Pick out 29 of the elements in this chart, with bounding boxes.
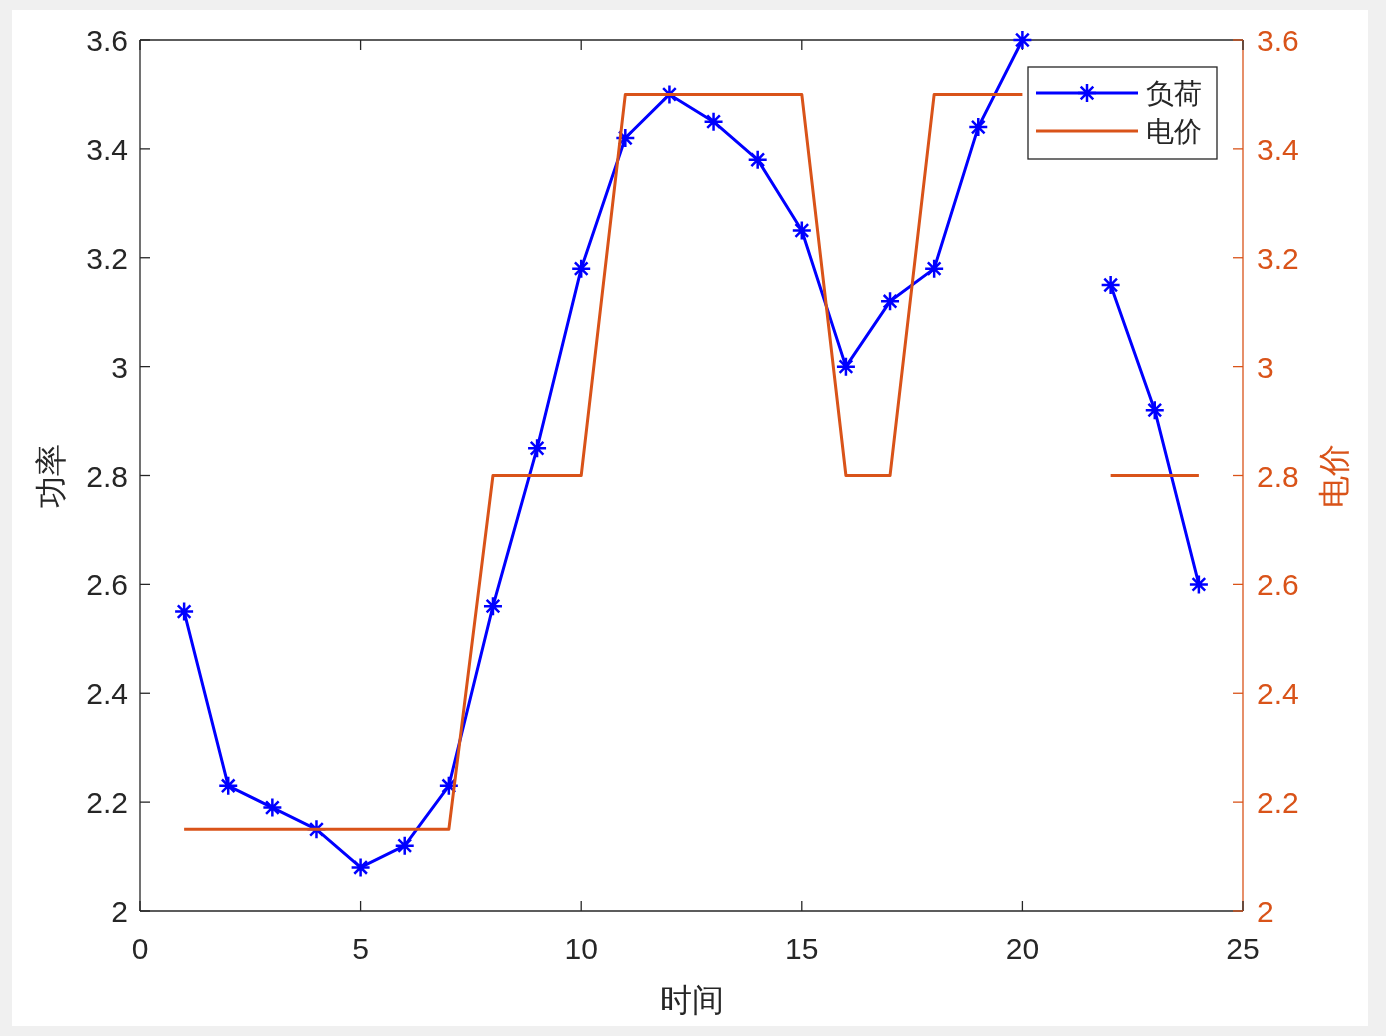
y2-tick-label: 2.6 xyxy=(1257,568,1299,602)
y2-tick-label: 2 xyxy=(1257,895,1274,928)
y-tick-label: 2.8 xyxy=(86,459,128,493)
legend-label: 电价 xyxy=(1146,116,1202,147)
y2-axis-title: 电价 xyxy=(1316,443,1352,508)
y-tick-label: 3.4 xyxy=(86,132,128,166)
y2-tick-label: 3.2 xyxy=(1257,241,1299,275)
y2-tick-label: 3.6 xyxy=(1257,24,1299,57)
x-tick-label: 20 xyxy=(1005,932,1040,965)
y2-tick-label: 2.2 xyxy=(1257,786,1299,820)
y-axis-title: 功率 xyxy=(33,443,69,508)
x-tick-label: 0 xyxy=(131,932,149,965)
legend-label: 负荷 xyxy=(1146,78,1202,109)
y-tick-label: 3 xyxy=(111,350,128,384)
x-tick-label: 5 xyxy=(352,932,369,965)
y2-tick-label: 3.4 xyxy=(1257,132,1299,166)
y-tick-label: 2.6 xyxy=(86,568,128,602)
y-tick-label: 2 xyxy=(111,895,128,928)
y-tick-label: 2.2 xyxy=(86,786,128,820)
x-tick-label: 25 xyxy=(1226,932,1260,965)
x-axis-title: 时间 xyxy=(659,982,724,1018)
x-tick-label: 10 xyxy=(564,932,598,965)
y-tick-label: 3.2 xyxy=(86,241,128,275)
y2-tick-label: 3 xyxy=(1257,350,1274,384)
x-tick-label: 15 xyxy=(785,932,819,965)
y2-tick-label: 2.8 xyxy=(1257,459,1299,493)
y-tick-label: 2.4 xyxy=(86,677,128,711)
y2-tick-label: 2.4 xyxy=(1257,677,1299,711)
y-tick-label: 3.6 xyxy=(86,24,128,57)
